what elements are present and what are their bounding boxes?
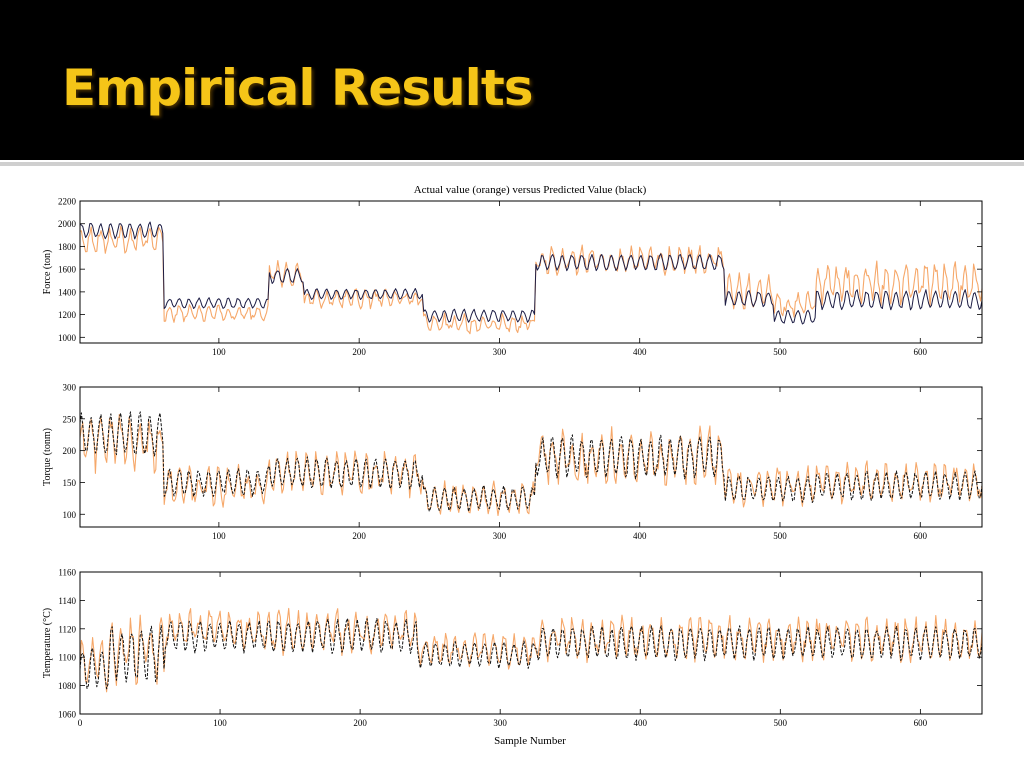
series-predicted-line [79,411,983,512]
y-tick-label: 300 [63,383,77,393]
x-tick-label: 600 [914,347,928,357]
y-tick-label: 150 [63,478,77,488]
panel-3: 1060 1080 1100 1120 1140 1160 0 100 200 300 400 500… [42,568,983,728]
chart-suptitle: Actual value (orange) versus Predicted V… [414,184,647,196]
y-axis-label: Temperature (°C) [42,608,53,678]
series-predicted-line [79,221,983,325]
y-axis-label: Force (ton) [42,250,53,295]
y-tick-label: 1060 [58,710,77,720]
y-tick-label: 250 [63,414,77,424]
y-tick-label: 100 [63,510,77,520]
y-tick-label: 1000 [58,333,77,343]
panel-2: 100 150 200 250 300 100 200 300 400 500 600 Torque … [42,383,983,541]
x-tick-label: 300 [493,531,507,541]
panel-1: 1000 1200 1400 1600 1800 2000 2200 100 200 300 400… [42,197,983,357]
y-tick-label: 1140 [58,596,76,606]
x-tick-label: 300 [493,718,507,728]
x-tick-label: 600 [914,531,928,541]
y-tick-label: 1100 [58,653,76,663]
x-tick-label: 400 [633,531,647,541]
y-tick-label: 2200 [58,197,77,207]
x-tick-label: 400 [633,718,647,728]
y-axis-label: Torque (tonm) [42,428,53,486]
x-tick-label: 200 [353,718,367,728]
x-tick-label: 0 [78,718,83,728]
x-tick-label: 500 [773,347,787,357]
x-tick-label: 100 [213,718,227,728]
x-tick-label: 500 [773,531,787,541]
y-tick-label: 200 [63,446,77,456]
x-tick-label: 100 [212,531,226,541]
series-actual-line [79,413,983,517]
axes-frame [79,386,983,528]
x-axis-label: Sample Number [494,735,566,747]
y-tick-label: 1080 [58,681,77,691]
x-tick-label: 500 [774,718,788,728]
y-tick-label: 1200 [58,310,77,320]
y-tick-label: 1600 [58,265,77,275]
y-tick-label: 1120 [58,624,76,634]
series-predicted-line [79,617,983,690]
y-tick-label: 1800 [58,242,77,252]
y-tick-label: 2000 [58,219,77,229]
x-tick-label: 600 [914,718,928,728]
figure: Actual value (orange) versus Predicted V… [42,184,983,747]
axes-frame [79,200,983,344]
slide-title: Empirical Results [62,59,533,117]
series-actual-line [79,225,983,335]
x-tick-label: 300 [493,347,507,357]
slide-header [0,0,1024,160]
header-divider [0,162,1024,166]
y-tick-label: 1160 [58,568,76,578]
x-tick-label: 200 [352,347,366,357]
x-tick-label: 200 [352,531,366,541]
x-tick-label: 100 [212,347,226,357]
x-tick-label: 400 [633,347,647,357]
axes-frame [79,571,983,715]
y-tick-label: 1400 [58,287,77,297]
